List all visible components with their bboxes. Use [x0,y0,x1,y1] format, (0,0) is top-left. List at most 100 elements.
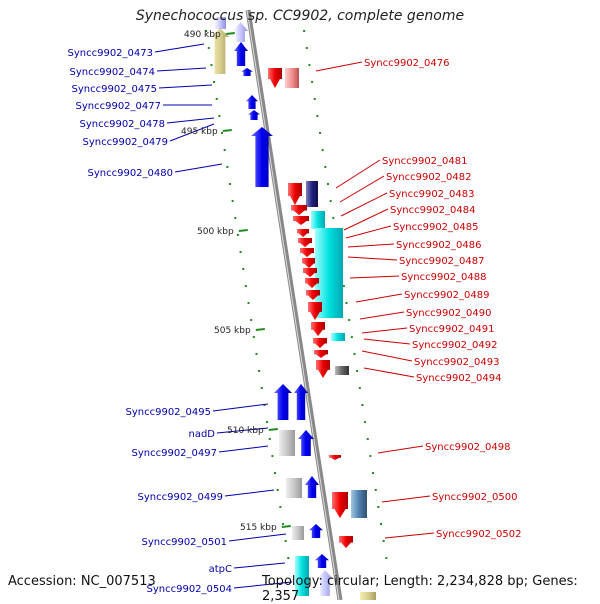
guide-dot-right [353,353,356,355]
scale-tick [222,129,232,132]
gene-arrow-reverse [306,290,320,300]
gene-arrow-reverse [298,238,312,247]
guide-dot-left [226,166,229,168]
gene-block [295,556,309,596]
leader-line-right [347,243,395,248]
gene-arrow-forward [241,68,253,76]
gene-arrow-reverse [308,302,322,320]
gene-label-right: Syncc9902_0486 [396,240,482,251]
gene-label-right: Syncc9902_0483 [389,189,475,200]
guide-dot-right [311,81,314,83]
guide-dot-left [207,47,210,49]
gene-label-right: Syncc9902_0485 [393,222,479,233]
gene-arrow-reverse [311,322,325,336]
gene-arrow-forward [298,430,314,456]
gene-arrow-forward [246,95,258,109]
accession-text: Accession: NC_007513 [8,574,156,589]
guide-dot-right [329,200,332,202]
gene-arrow-forward [211,28,229,74]
gene-arrow-forward [305,476,319,498]
guide-dot-right [326,183,329,185]
leader-line-right [347,256,398,261]
guide-dot-left [210,64,213,66]
guide-dot-right [356,370,359,372]
dotted-guide-lines [205,30,388,559]
gene-label-right: Syncc9902_0491 [409,324,495,335]
gene-arrow-reverse [316,360,330,378]
guide-dot-left [247,302,250,304]
gene-label-left: Syncc9902_0501 [142,537,228,548]
guide-dot-left [205,30,208,32]
gene-label-left: Syncc9902_0480 [88,168,174,179]
gene-block [351,490,367,518]
gene-label-right: Syncc9902_0487 [399,256,485,267]
guide-dot-right [342,285,345,287]
leader-line-right [315,61,363,72]
leader-line-right [377,445,424,454]
leader-line-right [359,311,405,320]
gene-block [214,17,226,29]
guide-dot-right [361,404,364,406]
guide-dot-left [276,489,279,491]
gene-arrow-reverse [303,268,317,277]
scale-label: 510 kbp [227,426,264,436]
guide-dot-right [374,489,377,491]
gene-label-left: Syncc9902_0504 [147,584,233,595]
leader-line-right [349,275,400,279]
guide-dot-left [218,115,221,117]
gene-block [286,478,302,498]
guide-dot-right [379,523,382,525]
gene-label-right: Syncc9902_0494 [416,373,502,384]
leader-line-left [224,489,275,497]
leader-line-left [233,581,293,589]
gene-arrow-forward [234,42,248,66]
gene-arrow-reverse [293,216,309,225]
scale-label: 495 kbp [181,127,218,137]
gene-label-left: Syncc9902_0479 [83,137,169,148]
guide-dot-left [266,421,269,423]
gene-arrow-forward [294,384,308,420]
guide-dot-left [231,200,234,202]
guide-dot-right [369,455,372,457]
map-title: Synechococcus sp. CC9902, complete genom… [135,8,465,24]
gene-arrow-forward [315,554,329,568]
guide-dot-left [223,149,226,151]
guide-dot-left [221,132,224,134]
leader-line-right [361,327,408,334]
gene-label-right: Syncc9902_0482 [386,172,472,183]
guide-dot-right [332,217,335,219]
guide-dot-right [372,472,375,474]
leader-line-right [343,208,389,231]
gene-arrow-reverse [305,278,319,288]
leader-line-left [166,117,215,124]
gene-label-left: Syncc9902_0475 [72,84,158,95]
genome-backbone [245,9,343,600]
leader-line-right [355,293,403,303]
scale-label: 500 kbp [197,227,234,237]
gene-label-right: Syncc9902_0493 [414,357,500,368]
gene-block [306,181,318,207]
guide-dot-left [228,183,231,185]
leader-line-left [233,562,286,569]
gene-arrow-reverse [297,229,309,237]
leader-line-right [361,350,413,362]
leader-line-right [340,192,388,217]
gene-arrow-forward [274,384,292,420]
guide-dot-left [236,234,239,236]
leader-line-left [154,43,205,53]
gene-label-left: Syncc9902_0473 [68,48,154,59]
gene-arrow-forward [309,524,323,538]
guide-dot-right [385,557,388,559]
gene-block [311,211,325,229]
scale-tick [281,525,291,528]
guide-dot-right [313,98,316,100]
gene-label-left: Syncc9902_0495 [126,407,212,418]
gene-label-left: Syncc9902_0478 [80,119,166,130]
gene-label-right: Syncc9902_0502 [436,529,522,540]
guide-dot-left [250,319,253,321]
leader-line-right [339,175,385,203]
guide-dot-right [345,302,348,304]
gene-arrow-reverse [329,455,341,460]
guide-dot-right [321,149,324,151]
leader-line-left [156,67,207,72]
